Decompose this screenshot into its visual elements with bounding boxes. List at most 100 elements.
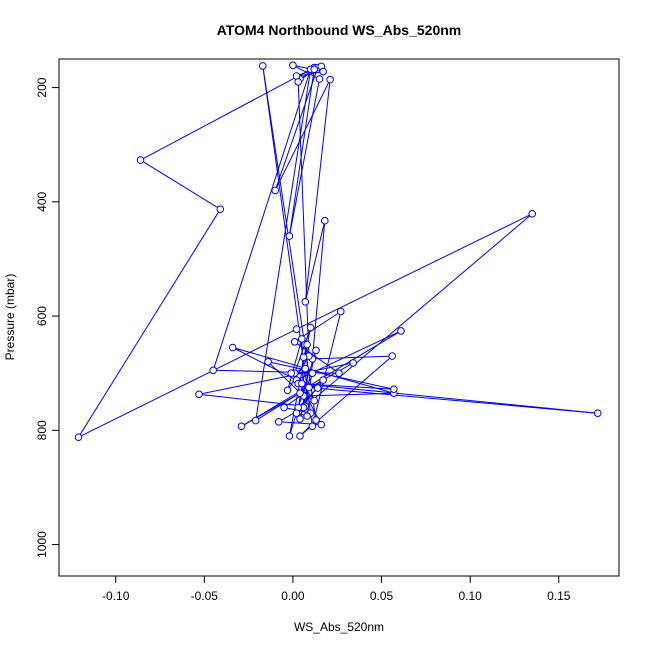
data-point (305, 383, 313, 392)
series-line-segment (297, 81, 310, 357)
series-line-segment (198, 362, 354, 395)
data-point (308, 369, 317, 378)
series-line-segment (212, 69, 312, 371)
data-point (274, 418, 283, 426)
series-line-segment (298, 383, 394, 390)
x-tick-label: 0.15 (547, 589, 571, 603)
x-tick-label: 0.05 (370, 589, 394, 603)
plot-area (74, 61, 602, 442)
x-tick-label: -0.10 (102, 589, 130, 603)
series-line-segment (304, 213, 533, 407)
data-point (326, 75, 334, 84)
data-point (388, 352, 397, 360)
data-point (283, 386, 292, 395)
data-point (390, 385, 398, 394)
series-line-segment (140, 67, 315, 161)
y-axis-label: Pressure (mbar) (3, 274, 17, 361)
series-line-segment (213, 369, 340, 374)
data-point (312, 346, 320, 355)
data-point (271, 186, 280, 195)
data-point (228, 343, 237, 352)
data-point (308, 422, 317, 431)
data-point (303, 412, 311, 420)
series-line-segment (267, 361, 395, 390)
data-point (310, 396, 319, 405)
series-line-segment (288, 69, 315, 237)
data-point (315, 75, 324, 83)
x-tick-label: -0.05 (191, 589, 219, 603)
data-point (337, 307, 345, 316)
data-point (289, 61, 297, 70)
y-tick-label: 200 (35, 77, 49, 97)
y-tick-label: 1000 (35, 531, 49, 558)
data-point (287, 369, 296, 378)
y-tick-label: 600 (35, 306, 49, 326)
data-point (335, 369, 343, 378)
data-point (292, 409, 301, 418)
data-point (195, 390, 203, 399)
data-point (292, 325, 301, 334)
data-point (301, 298, 310, 306)
y-tick-label: 400 (35, 191, 49, 211)
series-line-segment (78, 208, 221, 438)
data-point (296, 389, 304, 398)
series-line-segment (312, 355, 393, 360)
series-line-segment (274, 79, 331, 191)
data-point (280, 403, 288, 412)
data-point (294, 78, 303, 86)
series-line-segment (311, 311, 342, 427)
data-point (74, 433, 83, 442)
data-point (397, 327, 405, 335)
series-line-segment (297, 368, 306, 408)
data-point (251, 416, 260, 425)
data-point (264, 358, 272, 366)
series-line-segment (288, 78, 320, 237)
chart-title: ATOM4 Northbound WS_Abs_520nm (217, 22, 462, 38)
data-point (237, 422, 246, 431)
data-point (313, 384, 322, 392)
data-point (285, 232, 294, 240)
data-point (310, 65, 319, 74)
data-point (321, 216, 329, 225)
data-point (301, 364, 310, 373)
series-line-segment (298, 383, 598, 414)
data-point (259, 62, 267, 70)
series-line-segment (292, 64, 320, 80)
data-point (312, 416, 320, 424)
data-point (285, 432, 294, 440)
x-axis: -0.10 -0.05 0.00 0.05 0.10 0.15 (102, 575, 571, 603)
data-point (209, 366, 217, 375)
series-line-segment (140, 159, 221, 210)
series-line-segment (304, 79, 331, 302)
series-line-segment (308, 387, 598, 414)
data-point (296, 415, 304, 423)
y-tick-label: 800 (35, 420, 49, 440)
series-line-segment (287, 338, 303, 391)
series-line-segment (304, 220, 326, 302)
data-point (319, 376, 327, 384)
data-point (528, 210, 537, 218)
data-point (298, 379, 306, 388)
data-point (216, 205, 225, 213)
series-line-segment (198, 393, 306, 407)
x-tick-label: 0.00 (281, 589, 305, 603)
series-line-segment (296, 213, 533, 330)
data-point (136, 156, 145, 164)
series-line-segment (274, 67, 319, 191)
data-point (593, 409, 602, 418)
x-axis-label: WS_Abs_520nm (294, 620, 384, 634)
data-point (306, 323, 315, 332)
data-point (299, 353, 308, 362)
data-point (303, 340, 311, 349)
data-point (349, 359, 358, 367)
y-axis: 200 400 600 800 1000 (35, 77, 60, 558)
x-tick-label: 0.10 (458, 589, 482, 603)
data-point (319, 67, 327, 76)
data-point (290, 338, 299, 346)
series-line-segment (311, 220, 326, 359)
data-point (296, 432, 304, 440)
series-line-segment (294, 327, 312, 374)
series-line-segment (78, 328, 297, 438)
